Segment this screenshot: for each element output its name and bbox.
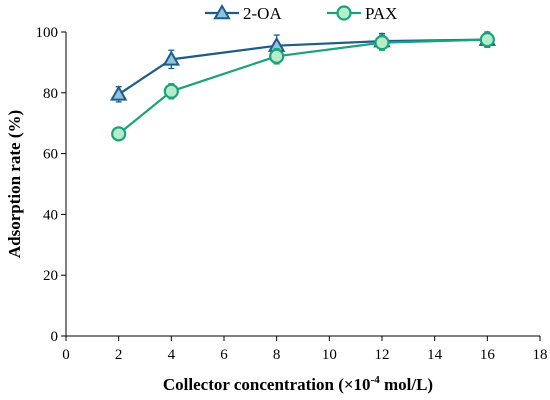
data-point [163, 83, 179, 99]
x-tick-label: 6 [220, 347, 228, 363]
data-point [109, 85, 128, 101]
x-tick-label: 4 [168, 347, 176, 363]
x-axis-ticks: 0 2 4 6 8 10 12 14 16 18 [62, 336, 548, 363]
x-axis-title-exponent: -4 [371, 374, 381, 386]
y-tick-label: 100 [36, 25, 59, 41]
x-tick-label: 12 [375, 347, 390, 363]
y-tick-label: 80 [43, 86, 58, 102]
y-axis-ticks: 0 20 40 60 80 100 [36, 25, 66, 345]
legend-label: 2-OA [243, 4, 282, 23]
y-tick-label: 0 [51, 329, 59, 345]
y-tick-label: 40 [43, 207, 58, 223]
x-tick-label: 10 [322, 347, 337, 363]
data-point [269, 48, 285, 64]
y-tick-label: 60 [43, 147, 58, 163]
x-tick-label: 0 [62, 347, 70, 363]
x-tick-label: 8 [273, 347, 281, 363]
series-layer [109, 30, 497, 142]
plot-area [65, 32, 540, 337]
x-tick-label: 16 [480, 347, 496, 363]
legend-item-pax: PAX [327, 4, 397, 23]
data-point [479, 31, 495, 48]
legend: 2-OA PAX [205, 3, 397, 23]
x-tick-label: 14 [427, 347, 443, 363]
legend-marker [213, 3, 231, 20]
x-axis-title-unit: mol/L) [380, 375, 433, 394]
legend-item-2-oa: 2-OA [205, 3, 282, 23]
series-pax [111, 31, 495, 142]
data-point [162, 50, 181, 66]
y-axis-title: Adsorption rate (%) [5, 110, 24, 258]
y-tick-label: 20 [43, 268, 58, 284]
data-point [111, 126, 127, 142]
data-point [374, 35, 390, 51]
legend-label: PAX [365, 4, 397, 23]
legend-marker [336, 5, 352, 21]
x-axis-title: Collector concentration (×10-4 mol/L) [163, 374, 433, 394]
x-tick-label: 2 [115, 347, 123, 363]
x-tick-label: 18 [533, 347, 548, 363]
